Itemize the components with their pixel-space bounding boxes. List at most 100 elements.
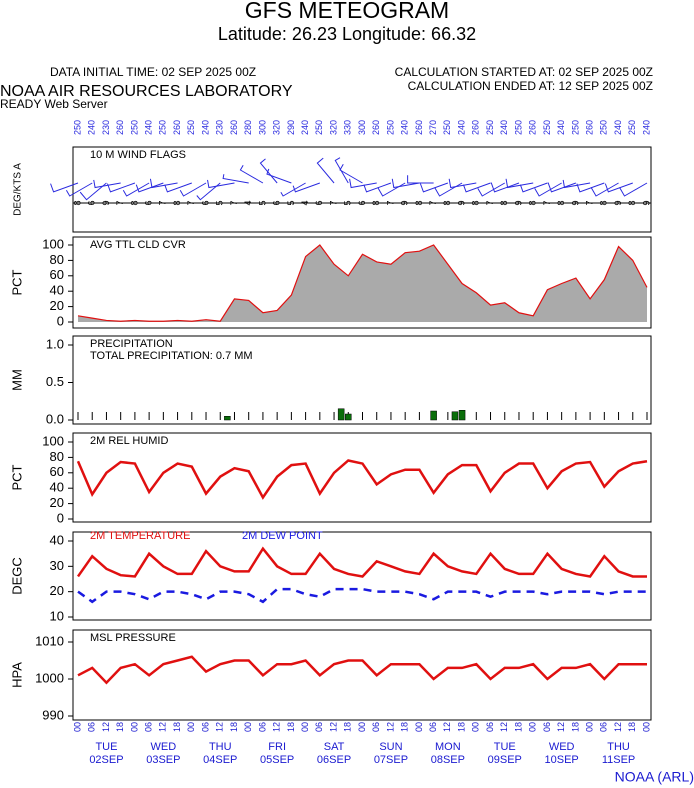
area-line [77,244,648,322]
day-label: WED [549,741,575,753]
wind-speed-label: 8 [471,200,481,205]
wind-speed-label: 6 [87,200,97,205]
series-line [76,459,648,500]
x-tick-label: 12 [385,722,395,732]
wind-direction-label: 260 [229,120,239,135]
wind-speed-label: 5 [257,200,267,205]
day-label: TUE [494,741,516,753]
wind-direction-label: 250 [513,120,523,135]
wind-direction-label: 250 [129,120,139,135]
wind-barb [316,157,335,184]
wind-direction-label: 240 [87,120,97,135]
wind-speed-label: 4 [300,200,310,205]
wind-speed-label: 7 [542,200,552,205]
y-tick-label: 20 [50,298,64,313]
wind-direction-label: 250 [158,120,168,135]
y-axis-label: DEGC [9,557,24,595]
x-tick-label: 06 [144,722,154,732]
y-tick-label: 0.0 [46,411,64,426]
wind-direction-label: 260 [115,120,125,135]
calc-ended: CALCULATION ENDED AT: 12 SEP 2025 00Z [408,79,653,93]
y-tick-label: 80 [50,449,64,464]
panel-title: PRECIPITATION [90,338,173,350]
page-title: GFS METEOGRAM [245,0,449,23]
wind-speed-label: 8 [528,200,538,205]
wind-barb [207,179,235,189]
wind-direction-label: 250 [314,120,324,135]
wind-speed-label: 8 [414,200,424,205]
wind-speed-label: 5 [343,200,353,205]
wind-direction-label: 260 [371,120,381,135]
wind-direction-label: 260 [528,120,538,135]
date-label: 08SEP [431,754,465,766]
wind-direction-label: 270 [428,120,438,135]
panel-title: MSL PRESSURE [90,632,176,644]
x-tick-label: 18 [343,722,353,732]
wind-speed-label: 6 [200,200,210,205]
panel-frame [72,629,652,721]
legend-label: 2M TEMPERATURE [90,530,190,542]
y-tick-label: 10 [50,608,64,623]
wind-barb [122,182,150,197]
date-label: 04SEP [203,754,237,766]
wind-barb [222,174,249,184]
wind-direction-label: 240 [400,120,410,135]
date-label: 05SEP [260,754,294,766]
y-tick-label: 60 [50,464,64,479]
wind-speed-label: 9 [570,200,580,205]
wind-speed-label: 5 [286,200,296,205]
x-tick-label: 06 [428,722,438,732]
panel-frame [72,335,652,425]
wind-barb [434,182,463,197]
wind-barb [619,182,648,197]
wind-speed-label: 8 [442,200,452,205]
wind-speed-label: 8 [72,200,82,205]
series-line [76,546,647,578]
date-label: 02SEP [89,754,123,766]
wind-barb [50,182,79,193]
wind-speed-label: 9 [613,200,623,205]
wind-direction-label: 300 [357,120,367,135]
wind-barb [239,164,264,184]
wind-direction-label: 320 [328,120,338,135]
precip-bar [345,413,352,421]
precip-bar [337,408,345,421]
wind-direction-label: 250 [542,120,552,135]
day-label: WED [151,741,177,753]
wind-direction-label: 250 [485,120,495,135]
day-label: TUE [95,741,117,753]
y-tick-label: 30 [50,558,64,573]
subtitle: Latitude: 26.23 Longitude: 66.32 [218,24,476,44]
x-tick-label: 00 [414,722,424,732]
wind-speed-label: 4 [243,200,253,205]
y-tick-label: 0 [57,510,64,525]
date-label: 09SEP [488,754,522,766]
y-tick-label: 1000 [35,670,64,685]
x-tick-label: 12 [499,722,509,732]
wind-speed-label: 9 [456,200,466,205]
wind-speed-label: 8 [129,200,139,205]
wind-direction-label: 230 [101,120,111,135]
y-tick-label: 40 [50,532,64,547]
precip-bar [451,411,459,421]
panel-frame [72,146,652,233]
data-initial-time: DATA INITIAL TIME: 02 SEP 2025 00Z [50,65,256,79]
x-tick-label: 06 [485,722,495,732]
wind-speed-label: 8 [556,200,566,205]
wind-direction-label: 240 [456,120,466,135]
wind-barb [562,179,591,189]
wind-speed-label: 7 [385,200,395,205]
wind-barb [448,178,477,189]
day-label: THU [607,741,630,753]
wind-barb [534,182,562,197]
wind-barb [339,164,363,184]
x-tick-label: 12 [556,722,566,732]
x-tick-label: 18 [172,722,182,732]
series-line [77,655,647,685]
wind-speed-label: 6 [144,200,154,205]
y-tick-label: 40 [50,283,64,298]
wind-barb [419,182,449,193]
wind-direction-label: 250 [570,120,580,135]
y-tick-label: 990 [42,707,64,722]
x-tick-label: 06 [257,722,267,732]
